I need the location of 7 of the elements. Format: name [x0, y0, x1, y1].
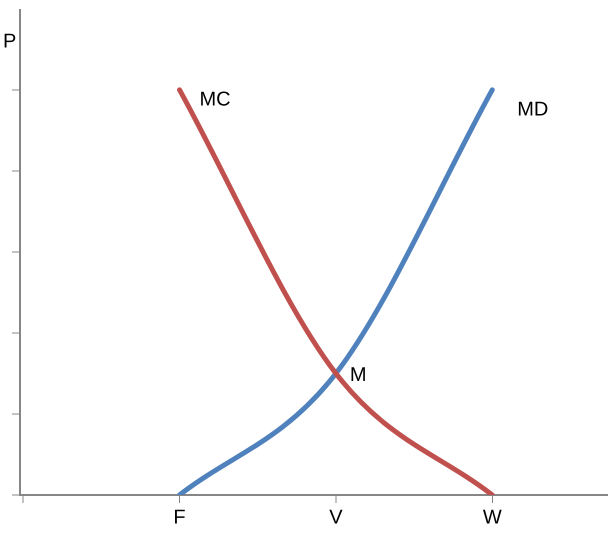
y-axis-title: P	[3, 30, 16, 53]
x-tick-label: F	[173, 506, 186, 529]
annotation: M	[350, 364, 367, 386]
x-tick-label: W	[482, 506, 502, 529]
series-label: MD	[517, 98, 548, 120]
x-tick-label: V	[329, 506, 344, 529]
series-label: MC	[200, 88, 231, 110]
